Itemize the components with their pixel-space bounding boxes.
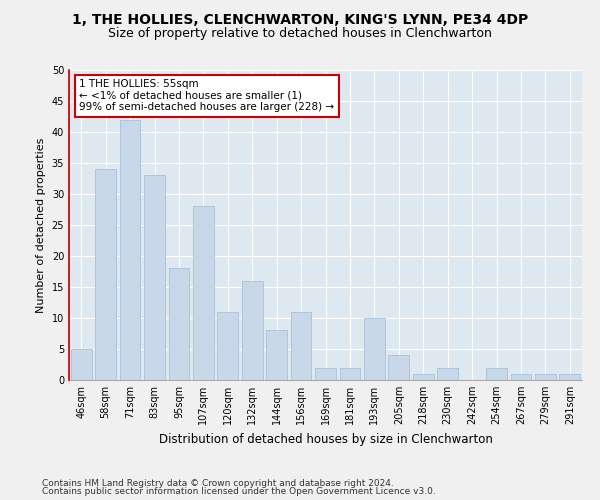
- Bar: [486, 368, 507, 380]
- Bar: [119, 120, 140, 380]
- Bar: [217, 312, 238, 380]
- Bar: [193, 206, 214, 380]
- Bar: [71, 349, 92, 380]
- Bar: [144, 176, 165, 380]
- Bar: [559, 374, 580, 380]
- Bar: [511, 374, 532, 380]
- Text: 1 THE HOLLIES: 55sqm
← <1% of detached houses are smaller (1)
99% of semi-detach: 1 THE HOLLIES: 55sqm ← <1% of detached h…: [79, 80, 334, 112]
- Bar: [266, 330, 287, 380]
- Text: Size of property relative to detached houses in Clenchwarton: Size of property relative to detached ho…: [108, 28, 492, 40]
- X-axis label: Distribution of detached houses by size in Clenchwarton: Distribution of detached houses by size …: [158, 432, 493, 446]
- Bar: [169, 268, 190, 380]
- Bar: [437, 368, 458, 380]
- Bar: [242, 281, 263, 380]
- Y-axis label: Number of detached properties: Number of detached properties: [36, 138, 46, 312]
- Bar: [340, 368, 361, 380]
- Bar: [364, 318, 385, 380]
- Bar: [290, 312, 311, 380]
- Bar: [315, 368, 336, 380]
- Text: Contains public sector information licensed under the Open Government Licence v3: Contains public sector information licen…: [42, 487, 436, 496]
- Bar: [413, 374, 434, 380]
- Bar: [535, 374, 556, 380]
- Text: 1, THE HOLLIES, CLENCHWARTON, KING'S LYNN, PE34 4DP: 1, THE HOLLIES, CLENCHWARTON, KING'S LYN…: [72, 12, 528, 26]
- Bar: [95, 169, 116, 380]
- Text: Contains HM Land Registry data © Crown copyright and database right 2024.: Contains HM Land Registry data © Crown c…: [42, 478, 394, 488]
- Bar: [388, 355, 409, 380]
